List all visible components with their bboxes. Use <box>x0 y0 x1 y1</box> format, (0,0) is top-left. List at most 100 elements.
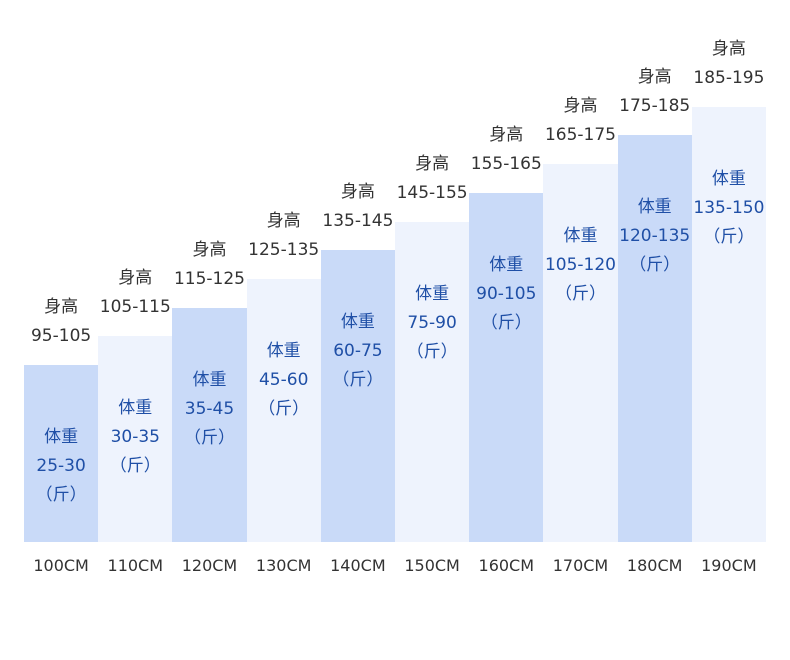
bar-label-title: 体重 <box>563 226 598 247</box>
bar-label-weight-range: 135-150 <box>693 197 765 218</box>
bar <box>98 336 173 542</box>
bar-label-weight-range: 60-75 <box>333 341 383 362</box>
height-label-range: 175-185 <box>619 96 691 117</box>
bar-label-weight-range: 75-90 <box>407 312 457 333</box>
bar-label-weight-range: 35-45 <box>184 398 235 419</box>
bar-label-title: 体重 <box>266 340 301 361</box>
bar-column: 体重 45-60 （斤） 身高 125-135 <box>246 0 321 542</box>
bar-label-title: 体重 <box>711 168 746 189</box>
bar-label-weight-range: 105-120 <box>544 255 616 276</box>
bar-label: 体重 35-45 （斤） <box>172 366 246 453</box>
height-label-title: 身高 <box>637 67 672 88</box>
bar-label: 体重 25-30 （斤） <box>24 423 98 510</box>
height-label-range: 155-165 <box>470 153 542 174</box>
height-label-title: 身高 <box>340 182 375 203</box>
height-range-label: 身高 125-135 <box>247 207 321 265</box>
bar-label-unit: （斤） <box>629 255 681 276</box>
height-label-range: 115-125 <box>173 268 245 289</box>
bar-label-weight-range: 45-60 <box>258 369 309 390</box>
height-range-label: 身高 135-145 <box>321 178 395 236</box>
bar-column: 体重 30-35 （斤） 身高 105-115 <box>98 0 173 542</box>
bar-label: 体重 90-105 （斤） <box>469 251 543 338</box>
x-tick-label: 130CM <box>255 556 312 575</box>
x-tick-label: 160CM <box>478 556 535 575</box>
bar-label-title: 体重 <box>44 427 79 447</box>
bar-column: 体重 120-135 （斤） 身高 175-185 <box>617 0 692 542</box>
bar-label: 体重 45-60 （斤） <box>247 337 321 424</box>
height-range-label: 身高 155-165 <box>469 121 543 179</box>
bar-label-unit: （斤） <box>109 456 161 477</box>
bar-column: 体重 90-105 （斤） 身高 155-165 <box>469 0 544 542</box>
height-range-label: 身高 165-175 <box>543 92 617 150</box>
bar-label: 体重 30-35 （斤） <box>98 394 172 481</box>
bar-label: 体重 135-150 （斤） <box>692 165 766 252</box>
height-label-title: 身高 <box>415 153 450 174</box>
bar-label: 体重 60-75 （斤） <box>321 308 395 395</box>
bar-label-title: 体重 <box>637 197 672 218</box>
height-label-range: 165-175 <box>544 125 616 146</box>
bar-label-weight-range: 90-105 <box>476 283 537 304</box>
height-range-label: 身高 175-185 <box>618 63 692 121</box>
bar-column: 体重 60-75 （斤） 身高 135-145 <box>320 0 395 542</box>
bar-label-weight-range: 120-135 <box>619 226 691 247</box>
bar-label-unit: （斤） <box>703 226 755 247</box>
height-label-title: 身高 <box>44 297 79 317</box>
x-tick-label: 140CM <box>330 556 386 575</box>
bar-label-title: 体重 <box>489 254 524 275</box>
x-tick-label: 180CM <box>626 556 683 575</box>
bar-label-unit: （斤） <box>406 341 458 362</box>
bar <box>543 164 618 542</box>
bar-label-weight-range: 30-35 <box>110 427 160 448</box>
bar-column: 体重 135-150 （斤） 身高 185-195 <box>691 0 766 542</box>
bar-label-unit: （斤） <box>332 370 384 391</box>
bar-label-unit: （斤） <box>183 427 235 448</box>
height-label-title: 身高 <box>489 124 524 145</box>
bar-column: 体重 35-45 （斤） 身高 115-125 <box>172 0 247 542</box>
bar-label-unit: （斤） <box>258 398 310 419</box>
height-range-label: 身高 145-155 <box>395 150 469 208</box>
height-label-title: 身高 <box>118 268 153 289</box>
bar <box>617 135 692 542</box>
bar-label-title: 体重 <box>340 312 375 333</box>
bar-label-unit: （斤） <box>35 485 87 505</box>
height-label-range: 145-155 <box>396 182 468 203</box>
bar-label: 体重 120-135 （斤） <box>618 193 692 280</box>
height-range-label: 身高 95-105 <box>24 293 98 351</box>
x-tick-label: 110CM <box>107 556 164 575</box>
bar <box>320 250 395 542</box>
bar-label-title: 体重 <box>118 398 153 419</box>
height-label-range: 135-145 <box>322 211 394 232</box>
bar-label: 体重 75-90 （斤） <box>395 280 469 367</box>
x-tick-label: 100CM <box>33 556 89 575</box>
bar-label-unit: （斤） <box>554 284 606 305</box>
bar <box>469 192 544 542</box>
bar <box>246 278 321 542</box>
height-label-title: 身高 <box>266 210 301 231</box>
bar-label-unit: （斤） <box>480 312 532 333</box>
bar-column: 体重 105-120 （斤） 身高 165-175 <box>543 0 618 542</box>
height-label-range: 95-105 <box>30 326 92 346</box>
bar-label: 体重 105-120 （斤） <box>543 222 617 309</box>
height-label-title: 身高 <box>563 96 598 117</box>
bar-label-title: 体重 <box>415 283 450 304</box>
x-tick-label: 190CM <box>701 556 757 575</box>
height-label-range: 105-115 <box>99 297 171 318</box>
height-label-range: 185-195 <box>693 67 765 88</box>
x-tick-label: 150CM <box>404 556 460 575</box>
height-range-label: 身高 105-115 <box>98 264 172 322</box>
height-range-label: 身高 185-195 <box>692 35 766 93</box>
x-tick-label: 170CM <box>552 556 609 575</box>
bar <box>172 307 247 542</box>
bar-label-weight-range: 25-30 <box>36 456 86 476</box>
height-label-title: 身高 <box>711 38 746 59</box>
bar <box>395 221 470 542</box>
bar <box>691 106 766 542</box>
bar-column: 体重 75-90 （斤） 身高 145-155 <box>395 0 470 542</box>
bar-label-title: 体重 <box>192 369 227 390</box>
height-label-range: 125-135 <box>248 239 320 260</box>
height-range-label: 身高 115-125 <box>172 236 246 294</box>
height-label-title: 身高 <box>192 239 227 260</box>
bar-column: 体重 25-30 （斤） 身高 95-105 <box>24 0 99 542</box>
x-tick-label: 120CM <box>181 556 238 575</box>
